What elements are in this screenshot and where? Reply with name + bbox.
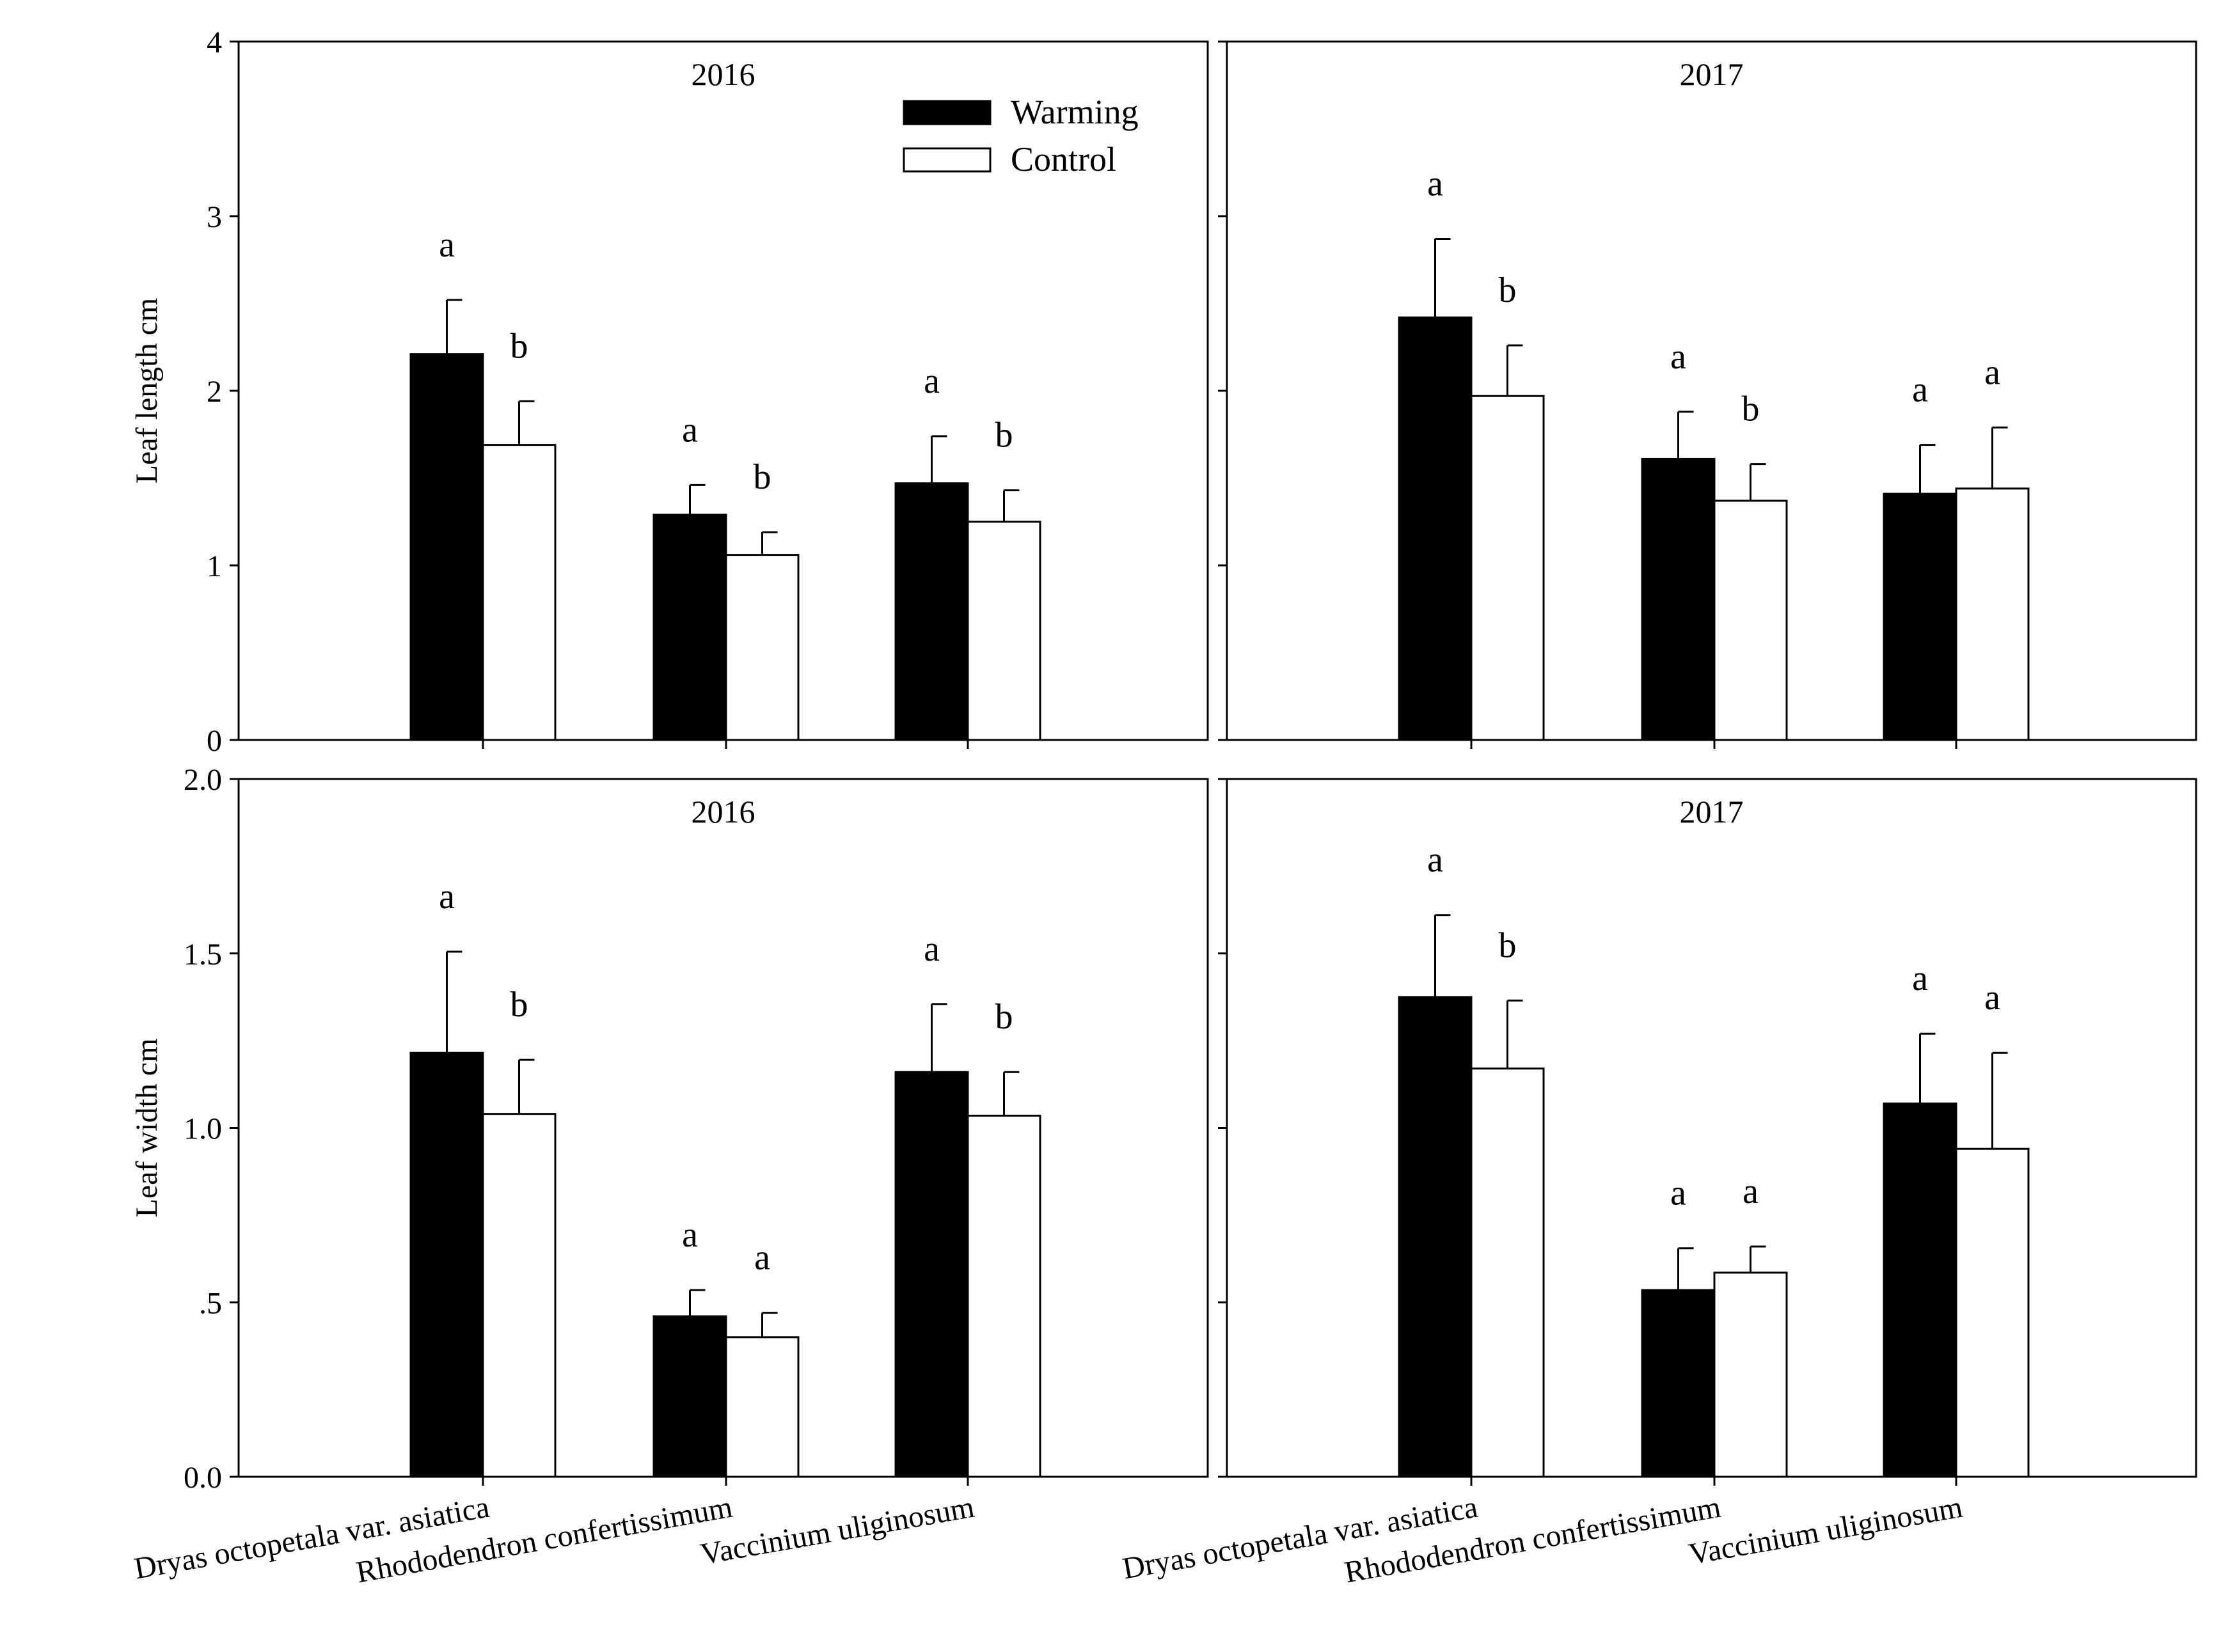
warming-bar xyxy=(652,1315,727,1478)
significance-letter: a xyxy=(1670,337,1686,377)
warming-bar xyxy=(894,1071,969,1478)
significance-letter: b xyxy=(1499,925,1517,965)
legend-swatch-control xyxy=(903,147,992,173)
significance-letter: a xyxy=(1670,1174,1686,1213)
y-tick-label: 1.0 xyxy=(184,1112,222,1146)
category-label: Vaccinium uliginosum xyxy=(1686,1490,1965,1571)
control-bar xyxy=(482,1113,557,1478)
significance-letter: a xyxy=(1427,164,1443,203)
significance-letter: b xyxy=(995,416,1013,455)
warming-bar xyxy=(409,1051,484,1478)
warming-bar xyxy=(1883,492,1957,741)
significance-letter: b xyxy=(995,997,1013,1037)
chart-panel-1: 2016 0 1 2 3 4 Leaf length cm a a a b b b xyxy=(130,26,1209,758)
control-bar xyxy=(967,521,1041,741)
significance-letter: a xyxy=(754,1238,770,1278)
control-bar xyxy=(1470,395,1545,741)
panel-title: 2017 xyxy=(1680,56,1744,92)
legend: Warming Control xyxy=(903,93,1139,178)
legend-label-warming: Warming xyxy=(1011,93,1139,131)
significance-letter: a xyxy=(682,410,698,450)
significance-letter: a xyxy=(439,877,455,916)
control-bar xyxy=(725,1336,800,1478)
category-label: Vaccinium uliginosum xyxy=(698,1490,977,1571)
significance-letter: b xyxy=(754,457,771,497)
control-bar xyxy=(1955,487,2030,741)
significance-letter: a xyxy=(1427,840,1443,880)
significance-letter: a xyxy=(1743,1172,1759,1211)
panel-title: 2016 xyxy=(692,794,755,830)
significance-letter: b xyxy=(1742,389,1760,429)
warming-bar xyxy=(1641,1289,1716,1478)
panel-title: 2017 xyxy=(1680,794,1744,830)
significance-letter: a xyxy=(1984,352,2000,392)
warming-bar xyxy=(1883,1102,1957,1478)
warming-bar xyxy=(652,514,727,741)
control-bar xyxy=(967,1114,1041,1478)
legend-swatch-warming xyxy=(903,100,992,125)
y-tick-label: 1.5 xyxy=(184,938,222,972)
y-tick-label: 2.0 xyxy=(184,763,222,797)
legend-label-control: Control xyxy=(1011,140,1116,178)
significance-letter: b xyxy=(510,326,528,366)
y-axis-title: Leaf width cm xyxy=(130,1039,164,1218)
warming-bar xyxy=(409,353,484,741)
warming-bar xyxy=(1641,457,1716,741)
warming-bar xyxy=(1398,316,1473,741)
control-bar xyxy=(1713,1271,1788,1478)
chart-panel-2: 2017 a a a b b a xyxy=(1218,40,2197,749)
y-tick-label: 1 xyxy=(207,549,222,583)
significance-letter: a xyxy=(1912,370,1928,410)
significance-letter: a xyxy=(1984,978,2000,1018)
warming-bar xyxy=(1398,996,1473,1478)
control-bar xyxy=(482,444,557,741)
significance-letter: a xyxy=(682,1215,698,1255)
y-tick-label: 2 xyxy=(207,375,222,409)
control-bar xyxy=(1470,1067,1545,1478)
y-axis-title: Leaf length cm xyxy=(130,298,164,484)
significance-letter: a xyxy=(439,225,455,265)
control-bar xyxy=(1713,500,1788,741)
significance-letter: a xyxy=(924,929,940,969)
significance-letter: b xyxy=(510,985,528,1025)
control-bar xyxy=(725,554,800,741)
y-tick-label: 0 xyxy=(207,724,222,758)
significance-letter: a xyxy=(924,361,940,401)
significance-letter: b xyxy=(1499,271,1517,310)
significance-letter: a xyxy=(1912,959,1928,998)
y-tick-label: 3 xyxy=(207,200,222,234)
warming-bar xyxy=(894,482,969,741)
control-bar xyxy=(1955,1147,2030,1478)
y-tick-label: 4 xyxy=(207,26,222,59)
y-tick-label: .5 xyxy=(199,1286,222,1320)
y-tick-label: 0.0 xyxy=(184,1461,222,1495)
panel-title: 2016 xyxy=(692,56,755,92)
